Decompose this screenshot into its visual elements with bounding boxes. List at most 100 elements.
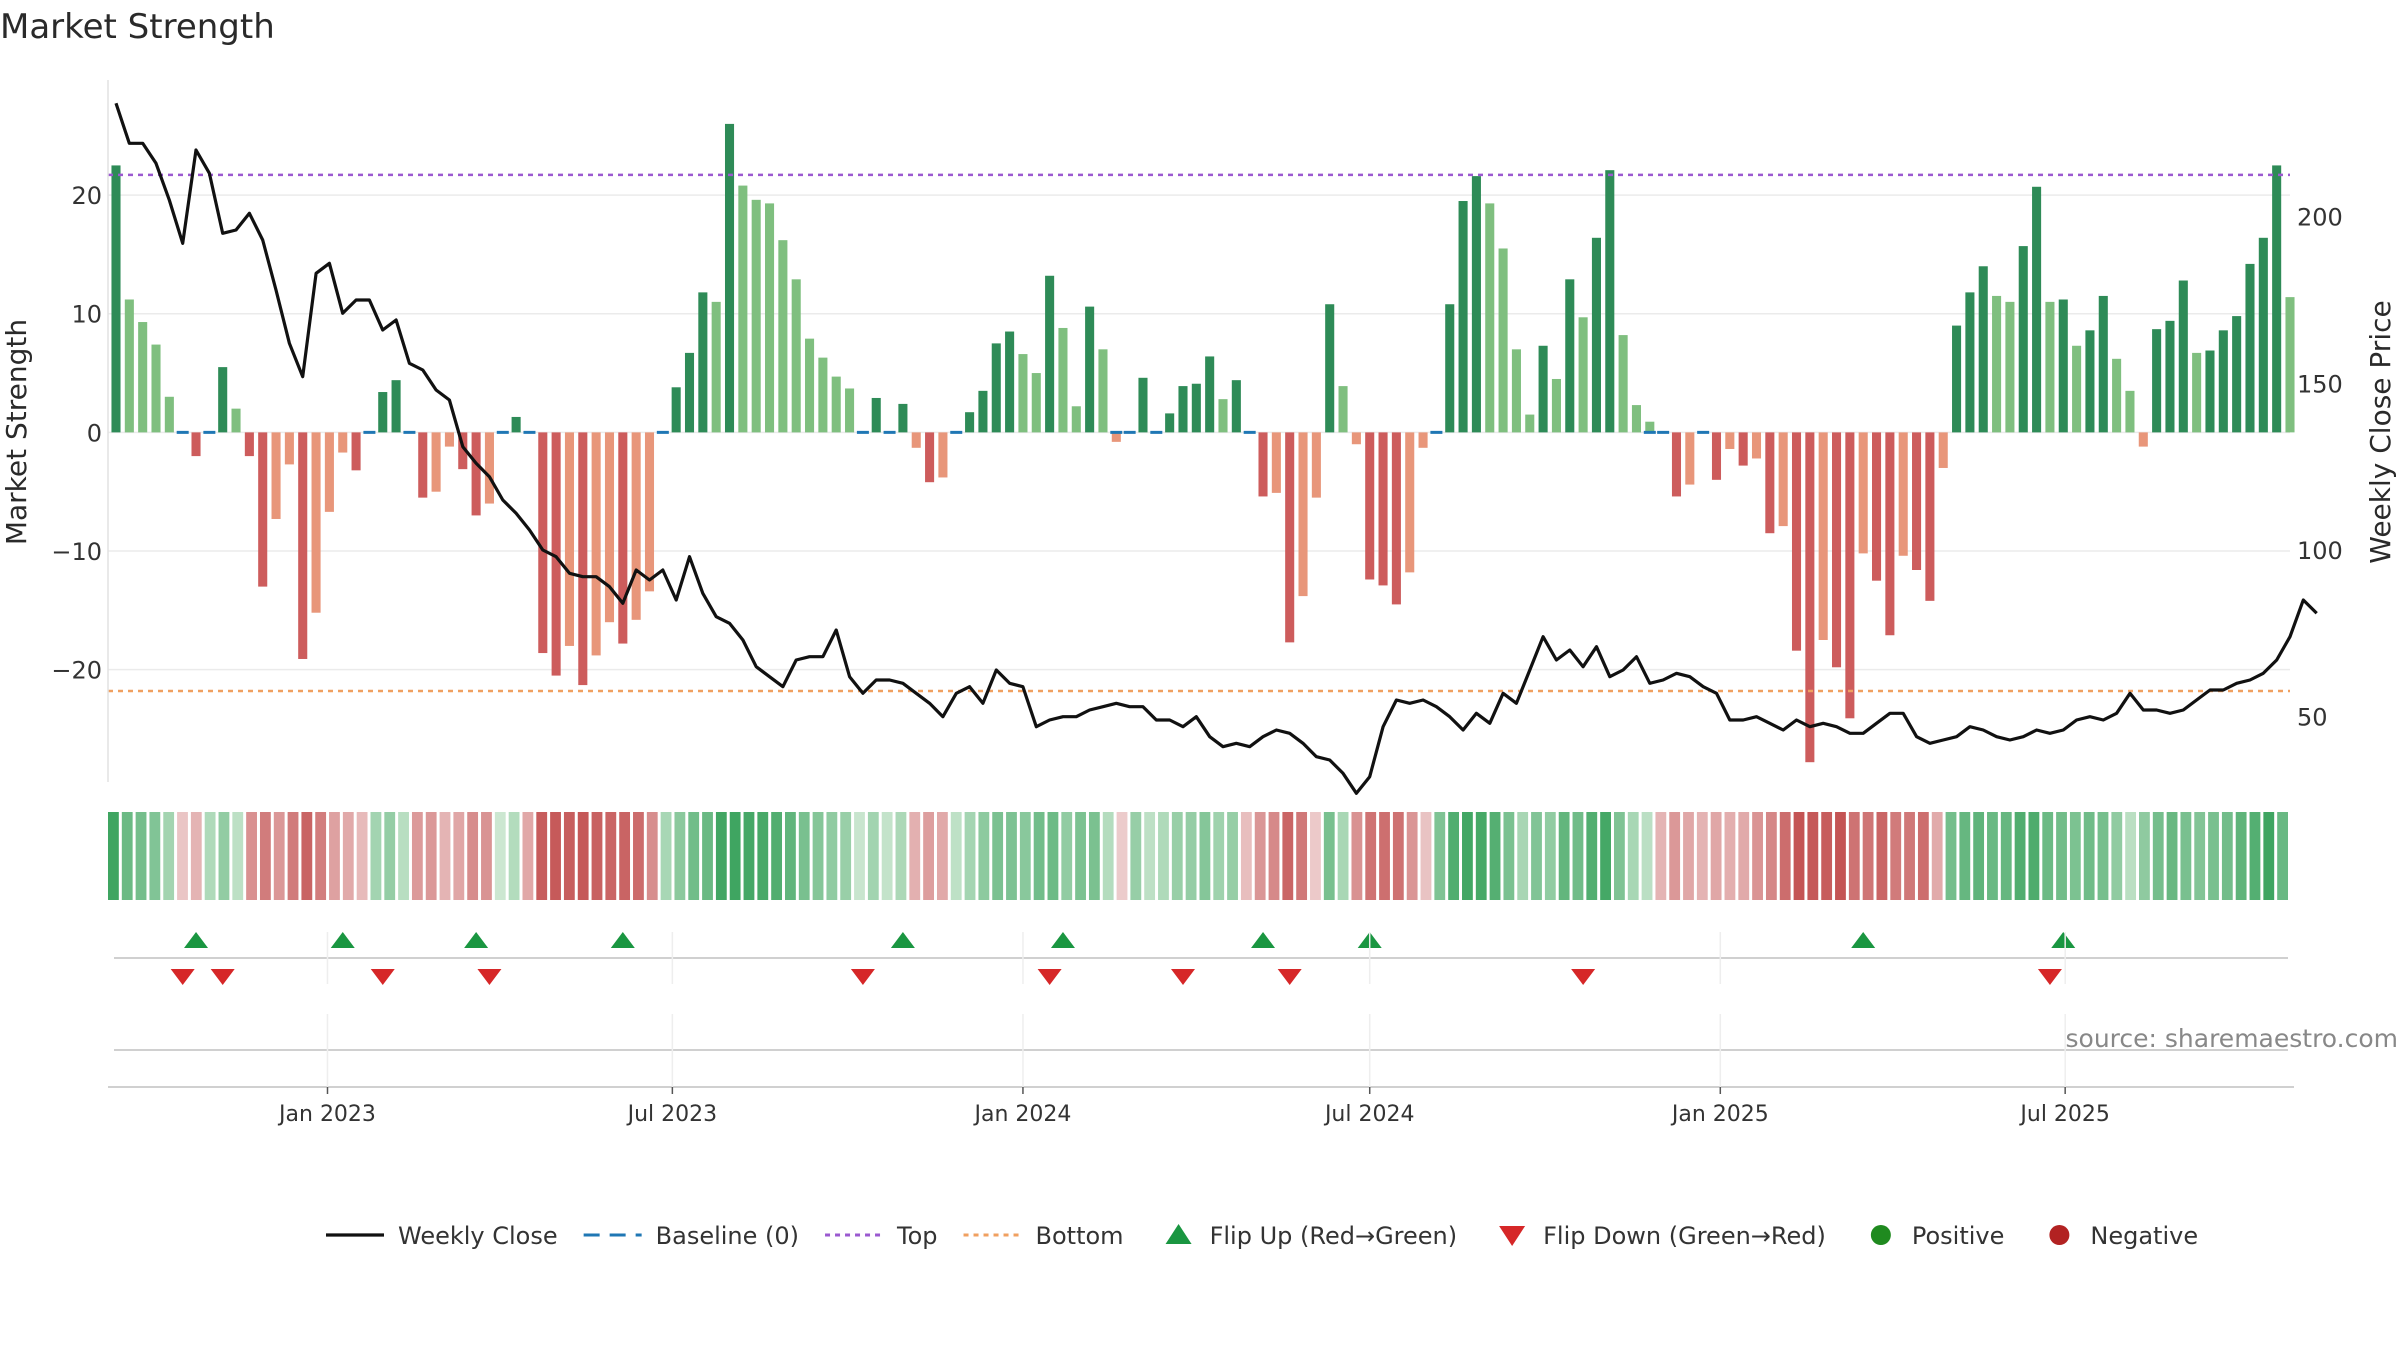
heat-cell xyxy=(1517,812,1529,900)
heat-cell xyxy=(1462,812,1473,900)
flip-up-marker xyxy=(1851,932,1876,948)
strength-bar xyxy=(1578,317,1588,433)
strength-bar xyxy=(604,432,615,623)
heat-cell xyxy=(619,812,631,900)
left-tick-label: 20 xyxy=(71,182,102,210)
heat-cell xyxy=(1793,812,1805,900)
strength-bar xyxy=(1845,432,1855,719)
heat-cell xyxy=(2152,812,2164,900)
strength-bar xyxy=(1271,432,1281,493)
heat-cell xyxy=(605,812,617,900)
strength-bar xyxy=(2112,358,2122,433)
heat-cell xyxy=(2069,812,2081,900)
heat-cell xyxy=(1890,812,1902,900)
strength-bar xyxy=(671,387,681,433)
heat-cell xyxy=(2014,812,2026,900)
x-tick-label: Jul 2024 xyxy=(1323,1102,1415,1127)
heat-cell xyxy=(1310,812,1321,900)
heat-cell xyxy=(1392,812,1404,900)
heat-cell xyxy=(398,812,409,900)
strength-bar xyxy=(1725,432,1735,449)
heat-cell xyxy=(1088,812,1100,900)
strength-bar xyxy=(1938,432,1948,468)
strength-bar xyxy=(551,432,561,676)
strength-bar xyxy=(244,432,254,457)
strength-bar xyxy=(2192,352,2202,433)
heat-cell xyxy=(1323,812,1335,900)
strength-bar xyxy=(1538,345,1548,433)
strength-bar xyxy=(338,432,348,453)
heat-cell xyxy=(867,812,879,900)
legend-label: Flip Down (Green→Red) xyxy=(1543,1222,1826,1250)
lower-panel: Jan 2023 Jul 2023 Jan 2024 Jul 2024 Jan 2025… xyxy=(108,932,2294,1127)
heat-cell xyxy=(2235,812,2247,900)
heat-cell xyxy=(702,812,713,900)
heat-cell xyxy=(1033,812,1045,900)
flip-up-marker xyxy=(464,932,489,948)
chart-title: Market Strength xyxy=(0,7,275,47)
strength-bar xyxy=(538,432,548,654)
strength-bar xyxy=(911,432,921,448)
strength-bar xyxy=(2178,280,2188,433)
heat-cell xyxy=(1006,812,1017,900)
heat-cell xyxy=(1862,812,1874,900)
heat-cell xyxy=(439,812,451,900)
strength-bar xyxy=(1551,378,1561,433)
strength-bar xyxy=(1111,432,1121,442)
strength-bar xyxy=(1631,405,1642,433)
strength-bar xyxy=(764,203,775,433)
heat-cell xyxy=(1475,812,1487,900)
flip-down-marker xyxy=(1277,969,1302,985)
heat-cell xyxy=(370,812,382,900)
strength-bar xyxy=(218,367,228,433)
strength-bar xyxy=(1031,373,1041,433)
legend-triangle-down xyxy=(1499,1226,1526,1246)
heat-cell xyxy=(646,812,658,900)
strength-bars xyxy=(111,123,2295,763)
legend-triangle-up xyxy=(1165,1224,1192,1244)
legend-label: Baseline (0) xyxy=(656,1222,799,1250)
heat-cell xyxy=(1931,812,1943,900)
heat-cell xyxy=(674,812,686,900)
heat-cell xyxy=(1420,812,1432,900)
strength-bar xyxy=(1325,304,1335,433)
flip-up-marker xyxy=(184,932,209,948)
heat-cell xyxy=(992,812,1004,900)
flip-down-marker xyxy=(1170,969,1195,985)
heat-cell xyxy=(2125,812,2137,900)
heat-cell xyxy=(1213,812,1225,900)
heat-cell xyxy=(232,812,244,900)
heat-cell xyxy=(950,812,962,900)
flip-down-marker xyxy=(1571,969,1596,985)
flip-up-marker xyxy=(2051,932,2076,948)
heat-cell xyxy=(2000,812,2012,900)
heat-cell xyxy=(315,812,327,900)
strength-bar xyxy=(631,432,641,620)
strength-bar xyxy=(1351,432,1361,445)
heat-cell xyxy=(688,812,700,900)
heat-cell xyxy=(2194,812,2206,900)
heat-cell xyxy=(1503,812,1515,900)
flip-up-marker xyxy=(1251,932,1276,948)
legend: Weekly Close Baseline (0) Top Bottom Flip Up… xyxy=(326,1222,2198,1250)
strength-bar xyxy=(578,432,588,686)
strength-bar xyxy=(1511,349,1521,433)
heat-cell xyxy=(1807,812,1819,900)
strength-bar xyxy=(738,185,748,433)
strength-bar xyxy=(2165,320,2175,433)
heat-cell xyxy=(190,812,202,900)
strength-bar xyxy=(564,432,575,646)
strength-bar xyxy=(1058,327,1068,433)
strength-bar xyxy=(1858,432,1868,554)
legend-label: Negative xyxy=(2090,1222,2198,1250)
heat-cell xyxy=(909,812,921,900)
heat-cell xyxy=(1835,812,1846,900)
strength-bar xyxy=(458,432,468,470)
strength-bar xyxy=(191,432,201,457)
strength-bar xyxy=(871,397,881,433)
x-tick-label: Jan 2025 xyxy=(1670,1102,1769,1127)
x-tick-label: Jan 2023 xyxy=(277,1102,376,1127)
heat-cell xyxy=(1130,812,1142,900)
legend-label: Positive xyxy=(1912,1222,2005,1250)
